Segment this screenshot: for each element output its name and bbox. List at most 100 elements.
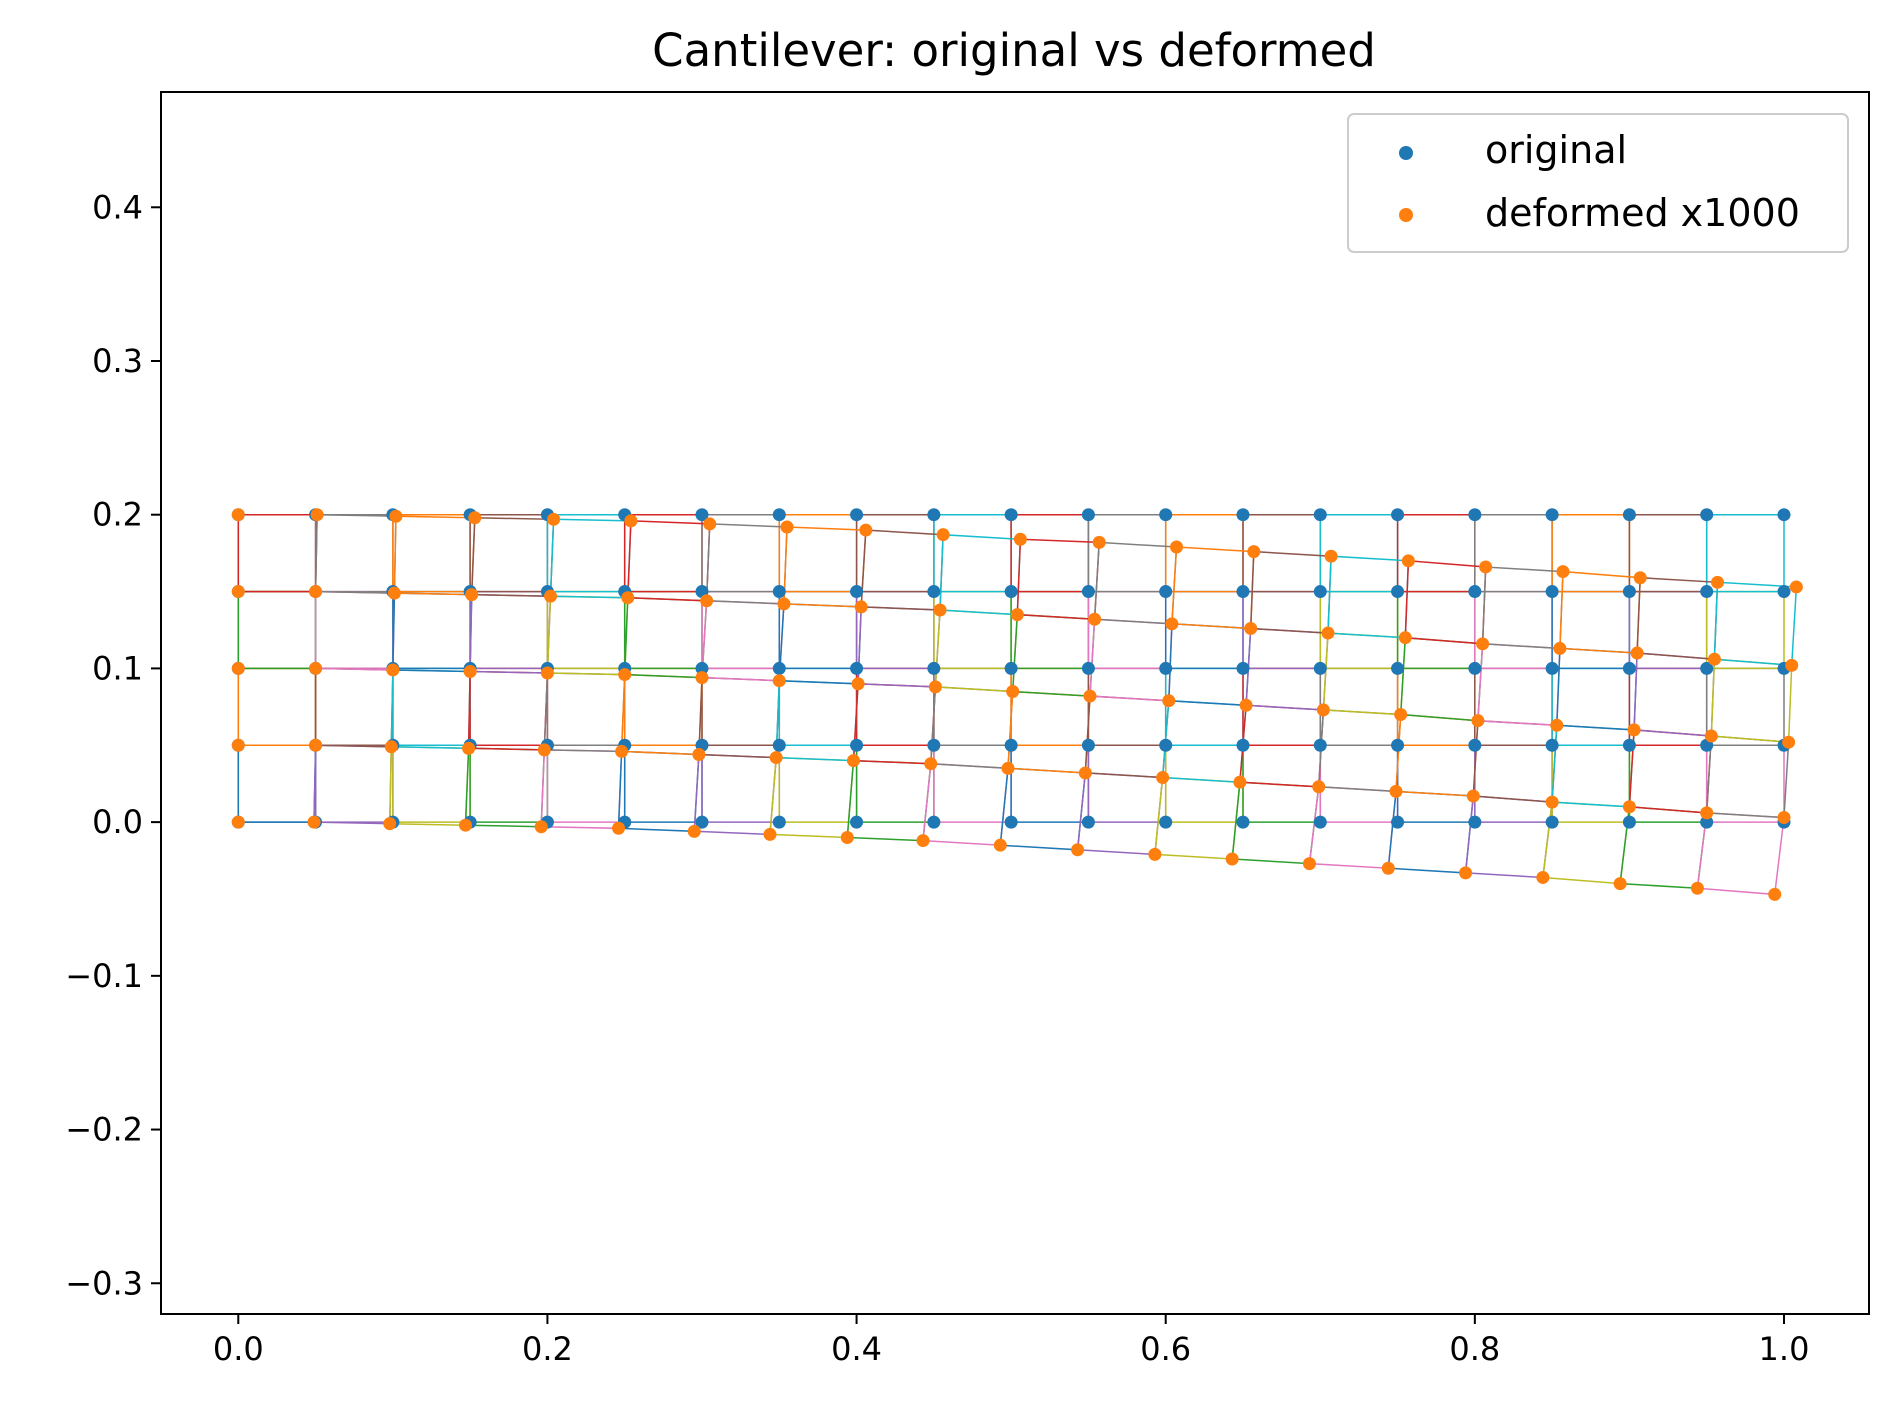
original-point — [1081, 815, 1095, 829]
original-point — [772, 815, 786, 829]
deformed-point — [1165, 617, 1179, 631]
original-point — [927, 508, 941, 522]
original-point — [1468, 815, 1482, 829]
original-point — [1622, 738, 1636, 752]
original-point — [1081, 738, 1095, 752]
deformed-point — [615, 744, 629, 758]
deformed-point — [537, 743, 551, 757]
deformed-point — [231, 585, 245, 599]
deformed-point — [772, 674, 786, 688]
legend-label-deformed: deformed x1000 — [1485, 191, 1800, 235]
legend-marker-deformed — [1399, 208, 1413, 222]
deformed-point — [1630, 646, 1644, 660]
deformed-point — [1633, 571, 1647, 585]
deformed-point — [1700, 806, 1714, 820]
deformed-point — [840, 830, 854, 844]
deformed-point — [1006, 684, 1020, 698]
y-tick-label: 0.0 — [92, 803, 143, 841]
original-point — [1545, 585, 1559, 599]
deformed-point — [1768, 887, 1782, 901]
original-point — [1468, 585, 1482, 599]
deformed-point — [231, 508, 245, 522]
deformed-point — [465, 588, 479, 602]
deformed-point — [618, 668, 632, 682]
deformed-point — [1479, 560, 1493, 574]
legend: original deformed x1000 — [1347, 113, 1849, 253]
deformed-point — [859, 523, 873, 537]
deformed-point — [846, 754, 860, 768]
deformed-point — [621, 591, 635, 605]
deformed-point — [1083, 689, 1097, 703]
deformed-point — [1394, 708, 1408, 722]
original-point — [850, 738, 864, 752]
original-point — [850, 661, 864, 675]
original-point — [1545, 508, 1559, 522]
deformed-point — [854, 600, 868, 614]
original-point — [927, 815, 941, 829]
deformed-point — [1466, 789, 1480, 803]
deformed-point — [1782, 735, 1796, 749]
deformed-point — [1078, 766, 1092, 780]
deformed-point — [1789, 580, 1803, 594]
original-point — [772, 661, 786, 675]
deformed-point — [1013, 532, 1027, 546]
deformed-point — [386, 663, 400, 677]
deformed-point — [1071, 843, 1085, 857]
deformed-point — [1010, 608, 1024, 622]
original-point — [1391, 815, 1405, 829]
deformed-point — [703, 517, 717, 531]
deformed-point — [547, 512, 561, 526]
y-tick-label: 0.3 — [92, 342, 143, 380]
deformed-point — [700, 594, 714, 608]
x-tick-label: 1.0 — [1759, 1330, 1810, 1368]
deformed-point — [1707, 652, 1721, 666]
deformed-point — [695, 671, 709, 685]
original-point — [1004, 508, 1018, 522]
deformed-point — [307, 815, 321, 829]
deformed-point — [851, 677, 865, 691]
original-point — [1081, 585, 1095, 599]
original-point — [772, 738, 786, 752]
original-point — [1391, 661, 1405, 675]
deformed-point — [1162, 694, 1176, 708]
original-point — [1236, 585, 1250, 599]
deformed-point — [1401, 554, 1415, 568]
original-point — [1004, 661, 1018, 675]
original-point — [1468, 508, 1482, 522]
chart-title: Cantilever: original vs deformed — [652, 24, 1376, 77]
original-point — [1545, 815, 1559, 829]
deformed-point — [692, 747, 706, 761]
deformed-point — [1553, 641, 1567, 655]
deformed-point — [1459, 866, 1473, 880]
deformed-point — [231, 738, 245, 752]
deformed-point — [916, 834, 930, 848]
deformed-point — [387, 586, 401, 600]
original-point — [1313, 585, 1327, 599]
deformed-point — [1324, 549, 1338, 563]
y-tick-label: −0.3 — [65, 1264, 143, 1302]
original-point — [1313, 738, 1327, 752]
original-point — [1622, 661, 1636, 675]
deformed-point — [780, 520, 794, 534]
deformed-point — [1704, 729, 1718, 743]
x-tick-label: 0.0 — [213, 1330, 264, 1368]
deformed-point — [1316, 703, 1330, 717]
deformed-point — [1613, 877, 1627, 891]
original-point — [695, 815, 709, 829]
original-point — [1081, 508, 1095, 522]
deformed-point — [777, 597, 791, 611]
deformed-point — [463, 664, 477, 678]
original-point — [927, 585, 941, 599]
deformed-point — [1556, 565, 1570, 579]
original-point — [1622, 585, 1636, 599]
x-tick-label: 0.2 — [522, 1330, 573, 1368]
y-tick-label: 0.4 — [92, 188, 143, 226]
deformed-point — [933, 603, 947, 617]
original-point — [1391, 738, 1405, 752]
deformed-point — [384, 740, 398, 754]
x-tick-label: 0.6 — [1140, 1330, 1191, 1368]
original-point — [927, 661, 941, 675]
original-point — [1004, 815, 1018, 829]
deformed-point — [993, 838, 1007, 852]
